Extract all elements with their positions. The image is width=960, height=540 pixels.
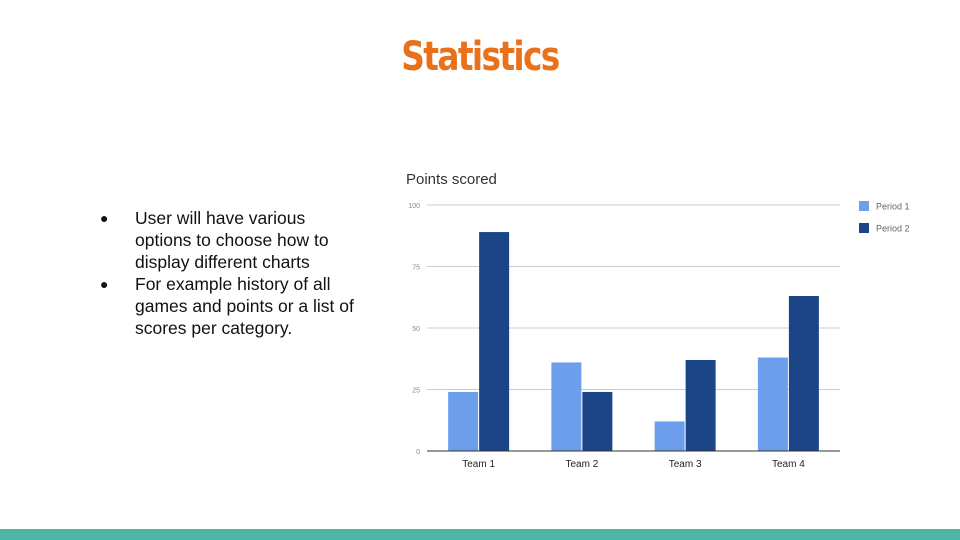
x-tick-label: Team 2	[565, 459, 598, 470]
bullet-text: For example history of all games and poi…	[135, 274, 354, 338]
x-tick-label: Team 3	[669, 459, 702, 470]
legend-label: Period 2	[876, 224, 910, 234]
bullet-glyph: ●	[100, 210, 109, 226]
y-tick-label: 25	[412, 388, 420, 395]
bar-period-2	[582, 391, 613, 451]
bullet-item: ● User will have various options to choo…	[100, 207, 360, 273]
bar-period-1	[448, 391, 479, 451]
y-tick-label: 0	[416, 449, 420, 456]
footer-bar	[0, 529, 960, 540]
slide-title: Statistics	[401, 34, 560, 80]
bar-period-1	[654, 421, 685, 451]
bullet-glyph: ●	[100, 276, 109, 292]
x-tick-label: Team 4	[772, 459, 805, 470]
legend-label: Period 1	[876, 202, 910, 212]
y-tick-label: 75	[412, 265, 420, 272]
legend-swatch	[859, 201, 869, 211]
x-tick-label: Team 1	[462, 459, 495, 470]
bullet-list: ● User will have various options to choo…	[100, 207, 360, 339]
legend-swatch	[859, 223, 869, 233]
bar-period-2	[479, 232, 510, 451]
y-tick-label: 50	[412, 326, 420, 333]
bullet-text: User will have various options to choose…	[135, 208, 329, 272]
bar-period-2	[788, 296, 819, 451]
chart-title: Points scored	[406, 171, 497, 188]
bullet-item: ● For example history of all games and p…	[100, 273, 360, 339]
bar-period-1	[757, 357, 788, 451]
bar-period-1	[551, 362, 582, 451]
y-tick-label: 100	[408, 203, 420, 210]
bar-period-2	[685, 359, 716, 451]
